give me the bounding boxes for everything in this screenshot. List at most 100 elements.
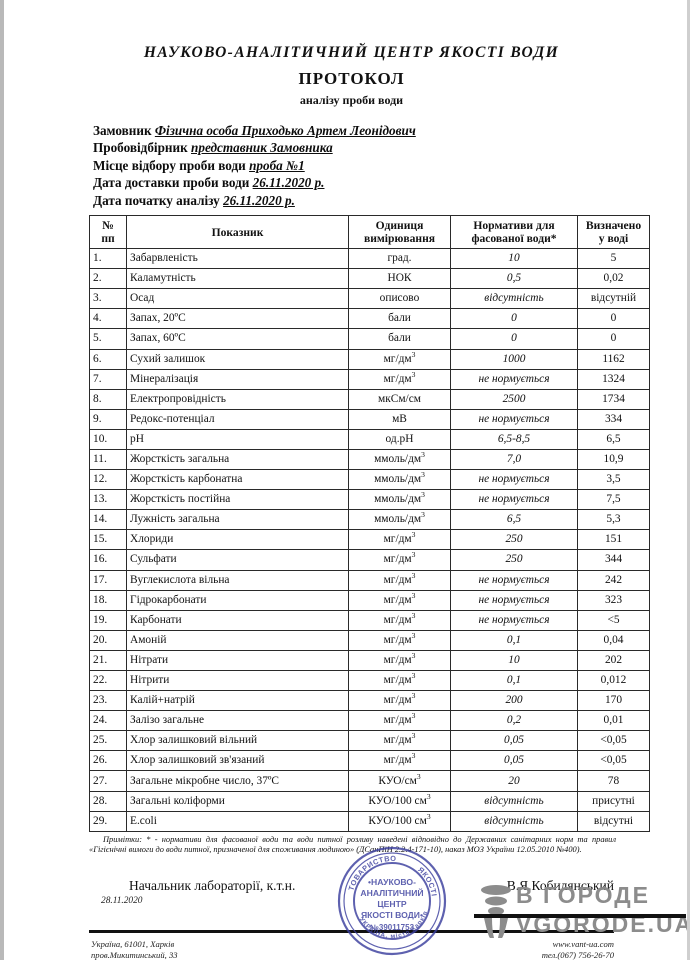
table-row: 14. Лужність загальна ммоль/дм3 6,5 5,3 <box>89 509 650 531</box>
cell-measured: 78 <box>577 770 650 792</box>
meta-row-customer: Замовник Фізична особа Приходько Артем Л… <box>93 122 614 139</box>
cell-unit: мг/дм3 <box>348 589 451 611</box>
cell-row-number: 11. <box>89 448 127 471</box>
cell-parameter: Нітрати <box>126 649 349 672</box>
table-row: 13. Жорсткість постійна ммоль/дм3 не нормує… <box>89 489 650 511</box>
cell-unit-exponent: 3 <box>411 691 416 701</box>
cell-unit-exponent: 3 <box>411 751 416 761</box>
cell-norm: не нормується <box>450 408 578 430</box>
table-row: 4. Запах, 20ºC бали 0 0 <box>89 308 650 330</box>
cell-measured: 5,3 <box>577 509 650 531</box>
column-header-measured-line2: у воді <box>598 232 629 246</box>
cell-norm: 20 <box>450 770 578 792</box>
cell-unit-text: мг/дм <box>383 573 412 586</box>
lab-address-line2: пров.Микитинський, 33 <box>91 949 178 960</box>
column-header-norm: Нормативи для фасованої води* <box>450 215 578 250</box>
cell-unit-text: ммоль/дм <box>374 493 422 506</box>
cell-unit: од.pH <box>348 428 451 450</box>
cell-unit-text: мг/дм <box>383 754 412 767</box>
cell-measured: 0 <box>577 328 650 350</box>
cell-unit-exponent: 3 <box>421 470 425 480</box>
cell-unit: ммоль/дм3 <box>348 489 451 511</box>
cell-row-number: 7. <box>89 368 127 390</box>
table-row: 11. Жорсткість загальна ммоль/дм3 7,0 10,9 <box>89 448 650 471</box>
cell-unit: бали <box>348 328 451 350</box>
cell-parameter: Запах, 20ºC <box>126 308 349 330</box>
column-header-norm-line1: Нормативи для <box>473 219 555 233</box>
customer-label: Замовник <box>93 123 152 138</box>
cell-parameter: pH <box>126 428 349 450</box>
cell-unit-text: мг/дм <box>383 372 412 385</box>
table-row: 8. Електропровідність мкСм/см 2500 1734 <box>89 388 650 410</box>
cell-row-number: 2. <box>89 268 127 290</box>
cell-measured: <0,05 <box>577 750 650 772</box>
cell-parameter: Сухий залишок <box>126 348 349 370</box>
table-row: 24. Залізо загальне мг/дм3 0,2 0,01 <box>89 710 650 732</box>
sampler-value: представник Замовника <box>191 140 333 156</box>
delivery-date-value: 26.11.2020 р. <box>252 175 325 191</box>
column-header-number-line1: № <box>102 219 114 233</box>
cell-unit: мг/дм3 <box>348 669 451 692</box>
cell-norm: 0,5 <box>450 268 578 290</box>
cell-parameter: Редокс-потенціал <box>126 408 349 430</box>
place-value: проба №1 <box>249 157 305 173</box>
cell-unit: КУО/100 см3 <box>348 810 451 832</box>
cell-unit: ммоль/дм3 <box>348 448 451 471</box>
cell-parameter: Нітрити <box>126 669 349 692</box>
cell-row-number: 19. <box>89 609 127 631</box>
column-header-norm-line2: фасованої води* <box>471 232 557 246</box>
cell-unit: бали <box>348 308 451 330</box>
cell-measured: <5 <box>577 609 650 631</box>
table-row: 17. Вуглекислота вільна мг/дм3 не нормуєтьс… <box>89 569 650 591</box>
cell-norm: 2500 <box>450 388 578 410</box>
cell-unit-exponent: 3 <box>426 791 431 801</box>
lab-website: www.vant-ua.com <box>552 938 614 949</box>
cell-unit-text: мг/дм <box>383 694 412 707</box>
cell-row-number: 4. <box>89 308 127 330</box>
cell-unit-text: КУО/100 см <box>368 814 427 827</box>
cell-unit: мг/дм3 <box>348 710 451 732</box>
cell-parameter: Лужність загальна <box>126 509 349 531</box>
cell-norm: 0 <box>450 328 578 350</box>
cell-row-number: 28. <box>89 790 127 812</box>
cell-measured: 0,012 <box>577 669 650 692</box>
cell-parameter: Калій+натрій <box>126 690 349 712</box>
column-header-number-line2: пп <box>101 232 115 246</box>
cell-unit: КУО/см3 <box>348 770 451 792</box>
cell-parameter: Хлор залишковий вільний <box>126 730 349 752</box>
table-row: 5. Запах, 60ºC бали 0 0 <box>89 328 650 350</box>
cell-measured: 7,5 <box>577 489 650 511</box>
cell-norm: не нормується <box>450 489 578 511</box>
cell-row-number: 26. <box>89 750 127 772</box>
cell-norm: 10 <box>450 248 578 270</box>
table-row: 2. Каламутність НОК 0,5 0,02 <box>89 268 650 290</box>
column-header-measured: Визначено у воді <box>577 215 650 250</box>
cell-row-number: 8. <box>89 388 127 410</box>
customer-value: Фізична особа Приходько Артем Леонідович <box>154 123 416 138</box>
cell-unit-exponent: 3 <box>411 631 416 641</box>
cell-measured: 5 <box>577 248 650 270</box>
table-row: 26. Хлор залишковий зв'язаний мг/дм3 0,05 <0… <box>89 750 650 772</box>
cell-parameter: Сульфати <box>126 549 349 571</box>
cell-row-number: 14. <box>89 509 127 531</box>
water-analysis-table: № пп Показник Одиниця вимірювання Нормат… <box>89 215 650 832</box>
cell-unit: мг/дм3 <box>348 609 451 631</box>
cell-unit-text: ммоль/дм <box>374 513 422 526</box>
lab-phone: тел.(067) 756-26-70 <box>541 949 614 960</box>
cell-parameter: Запах, 60ºC <box>126 328 349 350</box>
cell-unit-exponent: 3 <box>411 550 416 560</box>
cell-row-number: 20. <box>89 629 127 651</box>
cell-norm: відсутність <box>450 790 578 812</box>
table-row: 7. Мінералізація мг/дм3 не нормується 1324 <box>89 368 650 390</box>
footer: Україна, 61001, Харків пров.Микитинський… <box>89 939 614 960</box>
meta-row-place: Місце відбору проби води проба №1 <box>93 157 614 174</box>
table-row: 12. Жорсткість карбонатна ммоль/дм3 не норм… <box>89 469 650 491</box>
table-row: 23. Калій+натрій мг/дм3 200 170 <box>89 690 650 712</box>
cell-unit: мг/дм3 <box>348 690 451 712</box>
table-row: 15. Хлориди мг/дм3 250 151 <box>89 529 650 551</box>
cell-row-number: 24. <box>89 710 127 732</box>
cell-row-number: 9. <box>89 408 127 430</box>
cell-unit-text: мг/дм <box>383 553 412 566</box>
cell-measured: 170 <box>577 690 650 712</box>
cell-unit-text: мг/дм <box>383 633 412 646</box>
